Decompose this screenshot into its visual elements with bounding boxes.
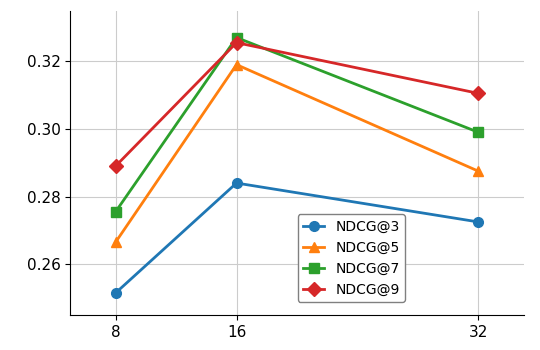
Legend: NDCG@3, NDCG@5, NDCG@7, NDCG@9: NDCG@3, NDCG@5, NDCG@7, NDCG@9	[298, 214, 405, 302]
NDCG@5	[233, 63, 240, 67]
Line: NDCG@9: NDCG@9	[111, 38, 483, 171]
NDCG@3	[112, 291, 119, 295]
NDCG@9	[233, 41, 240, 45]
NDCG@5	[112, 240, 119, 244]
NDCG@7	[475, 130, 482, 134]
Line: NDCG@7: NDCG@7	[111, 33, 483, 217]
NDCG@9	[112, 164, 119, 168]
NDCG@5	[475, 169, 482, 173]
Line: NDCG@3: NDCG@3	[111, 178, 483, 298]
NDCG@7	[233, 35, 240, 40]
NDCG@3	[475, 220, 482, 224]
Line: NDCG@5: NDCG@5	[111, 60, 483, 247]
NDCG@7	[112, 210, 119, 214]
NDCG@9	[475, 91, 482, 96]
NDCG@3	[233, 181, 240, 185]
